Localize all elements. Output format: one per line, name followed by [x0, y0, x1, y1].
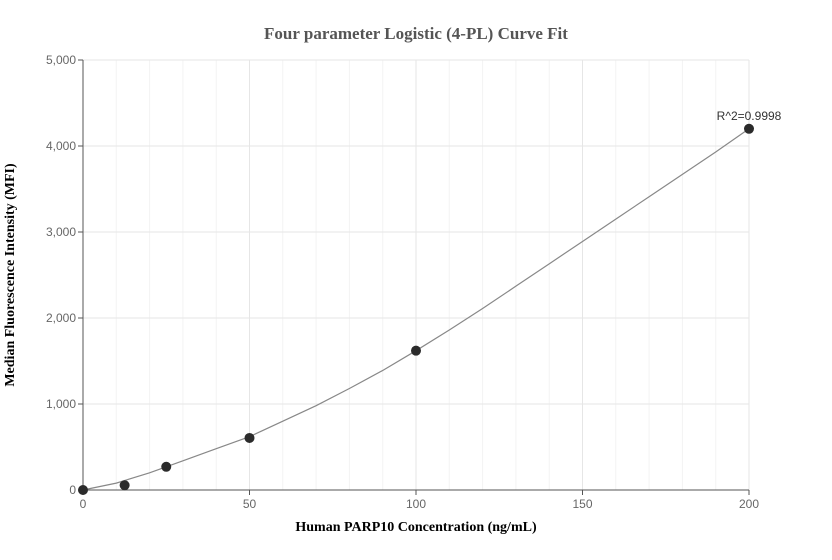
- x-tick-label: 0: [80, 497, 87, 511]
- chart-title: Four parameter Logistic (4-PL) Curve Fit: [264, 24, 568, 43]
- y-tick-label: 0: [69, 483, 76, 497]
- data-points: [78, 123, 754, 495]
- labels: Four parameter Logistic (4-PL) Curve Fit…: [3, 24, 782, 535]
- x-tick-label: 50: [243, 497, 257, 511]
- y-tick-label: 3,000: [46, 225, 76, 239]
- y-tick-label: 5,000: [46, 53, 76, 67]
- x-tick-label: 200: [739, 497, 759, 511]
- data-point: [119, 480, 130, 491]
- x-tick-label: 150: [572, 497, 592, 511]
- x-tick-label: 100: [406, 497, 426, 511]
- grid: [83, 59, 750, 490]
- data-point: [744, 123, 754, 134]
- data-point: [411, 345, 421, 356]
- r-squared-annotation: R^2=0.9998: [717, 109, 782, 123]
- data-point: [161, 461, 172, 472]
- y-tick-label: 2,000: [46, 311, 76, 325]
- y-tick-label: 1,000: [46, 397, 76, 411]
- x-axis-title: Human PARP10 Concentration (ng/mL): [295, 520, 537, 535]
- y-axis-title: Median Fluorescence Intensity (MFI): [3, 163, 18, 387]
- y-tick-label: 4,000: [46, 139, 76, 153]
- data-point: [244, 432, 255, 443]
- data-point: [78, 485, 88, 495]
- axes: 0 50 100 150 200 0 1,000 2,000 3,000 4,000 5,000: [46, 53, 759, 511]
